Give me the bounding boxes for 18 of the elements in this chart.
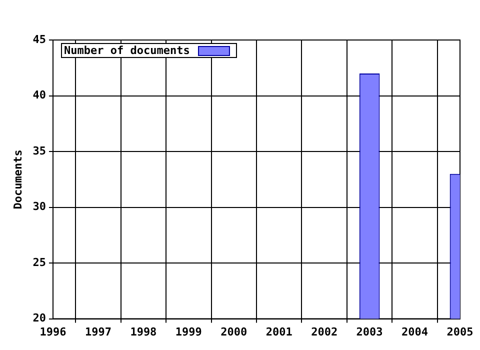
x-tick-label: 2002 [311,325,338,338]
y-tick-label: 30 [32,200,46,214]
y-tick-label: 45 [32,32,46,46]
x-tick-label: 2003 [356,325,383,338]
y-axis-title: Documents [11,150,24,210]
x-tick-label: 1999 [175,325,202,338]
y-tick-label: 25 [32,256,46,269]
x-tick-label: 1996 [40,325,67,338]
x-tick-label: 1998 [130,325,157,338]
y-tick-label: 40 [32,88,46,102]
legend-label: Number of documents [64,44,190,57]
x-tick-label: 2000 [220,325,248,338]
x-tick-label: 2001 [266,325,293,338]
x-tick-label: 2004 [402,325,428,338]
x-tick-label: 1997 [84,325,112,338]
y-tick-label: 35 [32,144,46,158]
x-tick-label: 2005 [446,325,474,338]
y-tick-label: 20 [32,312,46,325]
